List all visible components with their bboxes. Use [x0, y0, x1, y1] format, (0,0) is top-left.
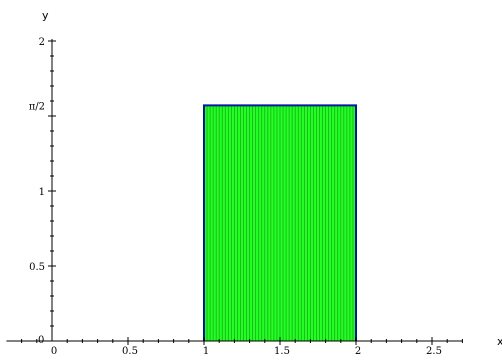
y-tick-label: π/2	[29, 101, 45, 112]
x-ticks: 0 0.5 1 1.5 2 2.5	[21, 337, 463, 357]
x-tick-label: 0.5	[122, 346, 138, 357]
y-axis-label: y	[42, 9, 49, 22]
y-tick-label: 2	[39, 37, 45, 48]
x-tick-label: 1.5	[274, 346, 290, 357]
y-tick-label: 1	[39, 187, 45, 198]
x-tick-label: 2.5	[426, 346, 442, 357]
x-tick-label: 2	[355, 346, 361, 357]
y-ticks: 0.5 1 π/2 2 0	[29, 37, 56, 346]
filled-region	[203, 104, 357, 341]
y-tick-label: 0.5	[29, 262, 45, 273]
x-axis-label: x	[497, 335, 502, 348]
region-hatch	[206, 105, 354, 341]
x-tick-label: 1	[203, 346, 209, 357]
x-tick-label: 0	[51, 346, 57, 357]
x-axis: 0 0.5 1 1.5 2 2.5 x	[6, 335, 502, 357]
region-outline	[203, 104, 357, 341]
y-axis: 0.5 1 π/2 2 0 y	[29, 9, 56, 346]
y-tick-label: 0	[38, 335, 44, 346]
